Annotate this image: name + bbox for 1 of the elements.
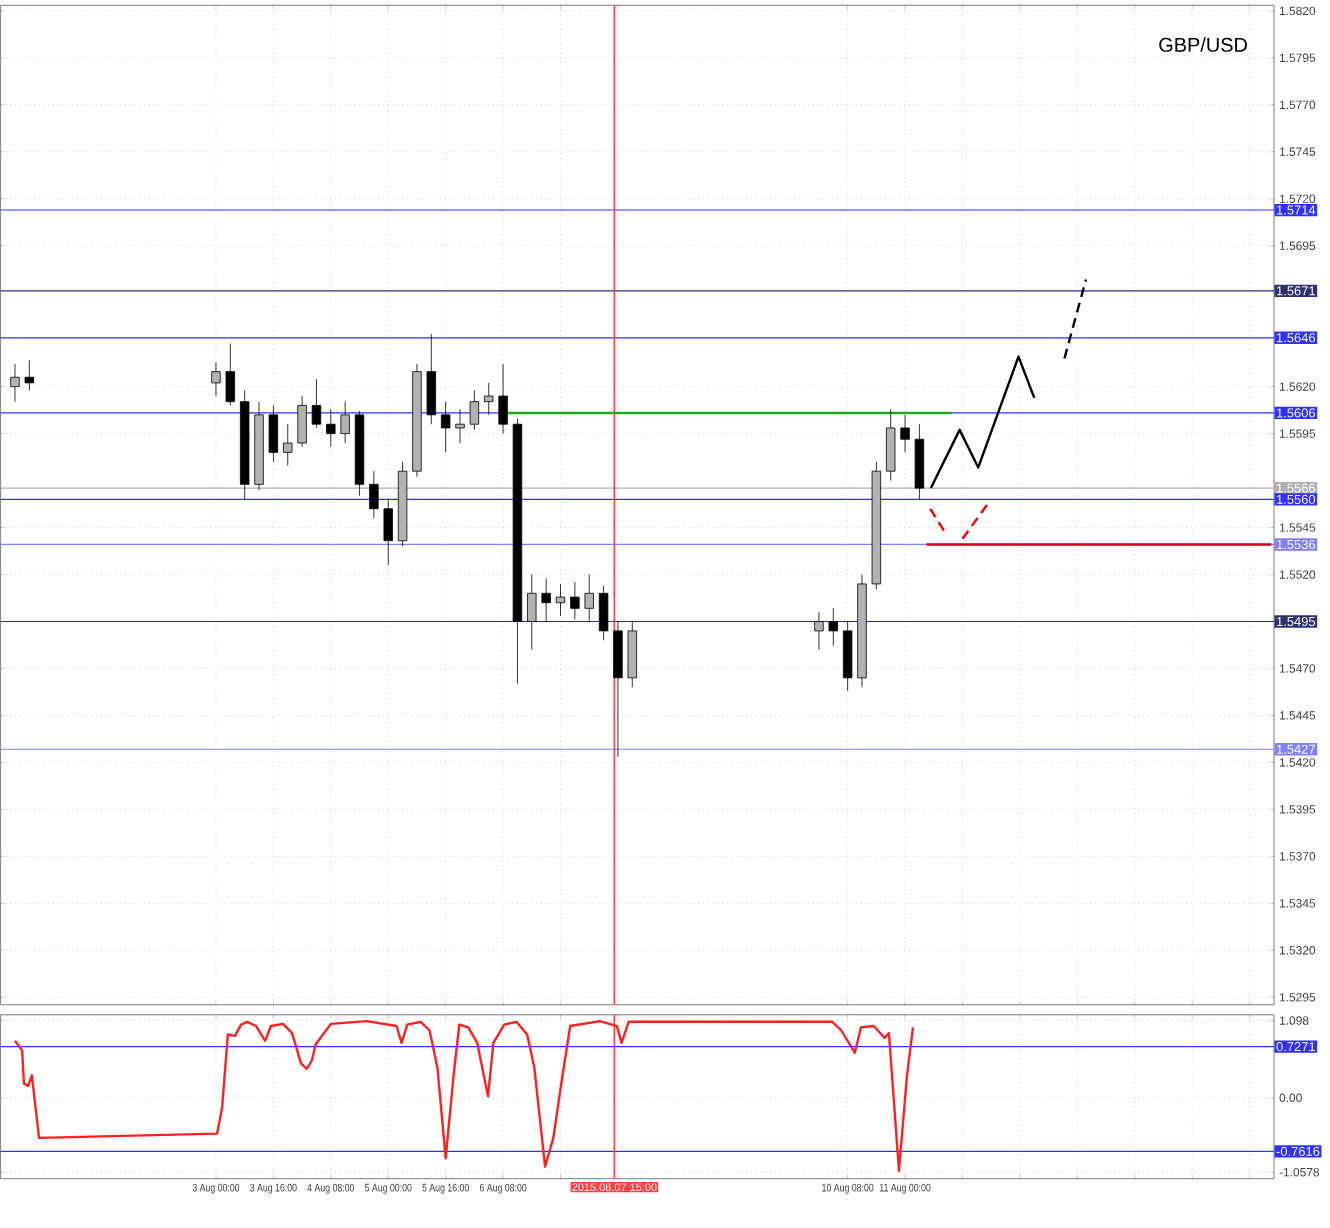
text: GBP/USD xyxy=(1159,36,1247,52)
